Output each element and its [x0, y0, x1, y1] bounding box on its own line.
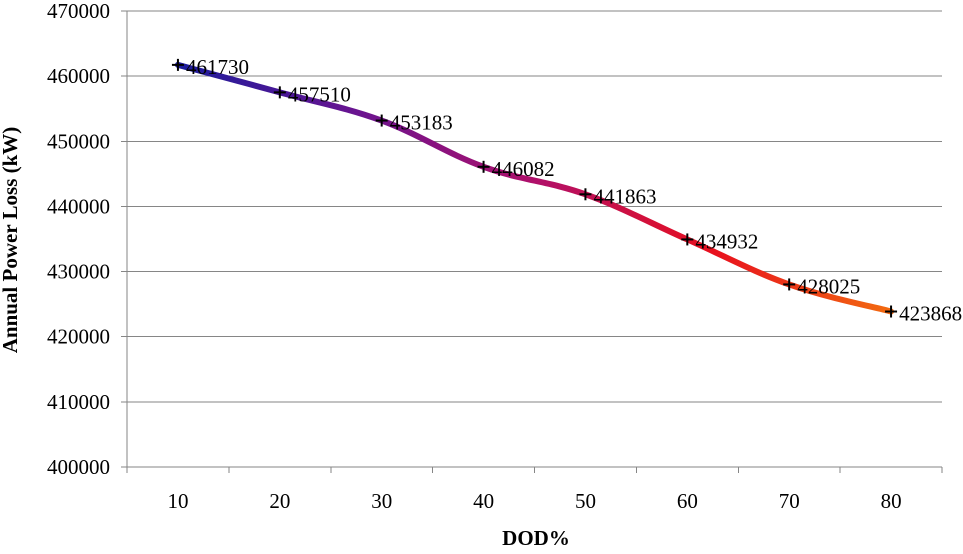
data-label: 461730 [186, 55, 249, 79]
data-label: 428025 [797, 274, 860, 298]
y-tick-label: 450000 [47, 129, 110, 153]
x-tick-label: 10 [167, 489, 188, 513]
x-tick-label: 40 [473, 489, 494, 513]
data-point [171, 58, 184, 71]
data-point [783, 278, 796, 291]
x-tick-label: 60 [677, 489, 698, 513]
data-label: 446082 [492, 157, 555, 181]
data-point [885, 305, 898, 318]
data-label: 434932 [695, 229, 758, 253]
y-axis-ticks: 400000 410000 420000 430000 440000 450000 4600… [47, 0, 127, 479]
gridlines [127, 10, 942, 468]
y-tick-label: 430000 [47, 260, 110, 284]
x-tick-label: 50 [575, 489, 596, 513]
x-axis-title: DOD% [502, 526, 570, 549]
data-point [477, 160, 490, 173]
series-line [174, 61, 895, 315]
x-tick-label: 80 [881, 489, 902, 513]
x-axis-ticks: 10 20 30 40 50 60 70 80 [126, 467, 943, 513]
y-tick-label: 420000 [47, 325, 110, 349]
data-point [375, 114, 388, 127]
y-tick-label: 410000 [47, 390, 110, 414]
data-point [579, 188, 592, 201]
y-tick-label: 460000 [47, 64, 110, 88]
data-label: 441863 [593, 184, 656, 208]
y-tick-label: 400000 [47, 455, 110, 479]
y-tick-label: 470000 [47, 0, 110, 23]
x-tick-label: 70 [779, 489, 800, 513]
data-labels: 461730 457510 453183 446082 441863 434932 4280… [186, 55, 962, 326]
x-tick-label: 20 [269, 489, 290, 513]
data-point [681, 233, 694, 246]
data-label: 457510 [288, 82, 351, 106]
data-label: 423868 [899, 302, 962, 326]
series-layer [171, 58, 898, 318]
y-tick-label: 440000 [47, 194, 110, 218]
axes [126, 11, 942, 468]
y-axis-title: Annual Power Loss (kW) [0, 127, 22, 354]
data-point [273, 86, 286, 99]
data-label: 453183 [390, 111, 453, 135]
x-tick-label: 30 [371, 489, 392, 513]
